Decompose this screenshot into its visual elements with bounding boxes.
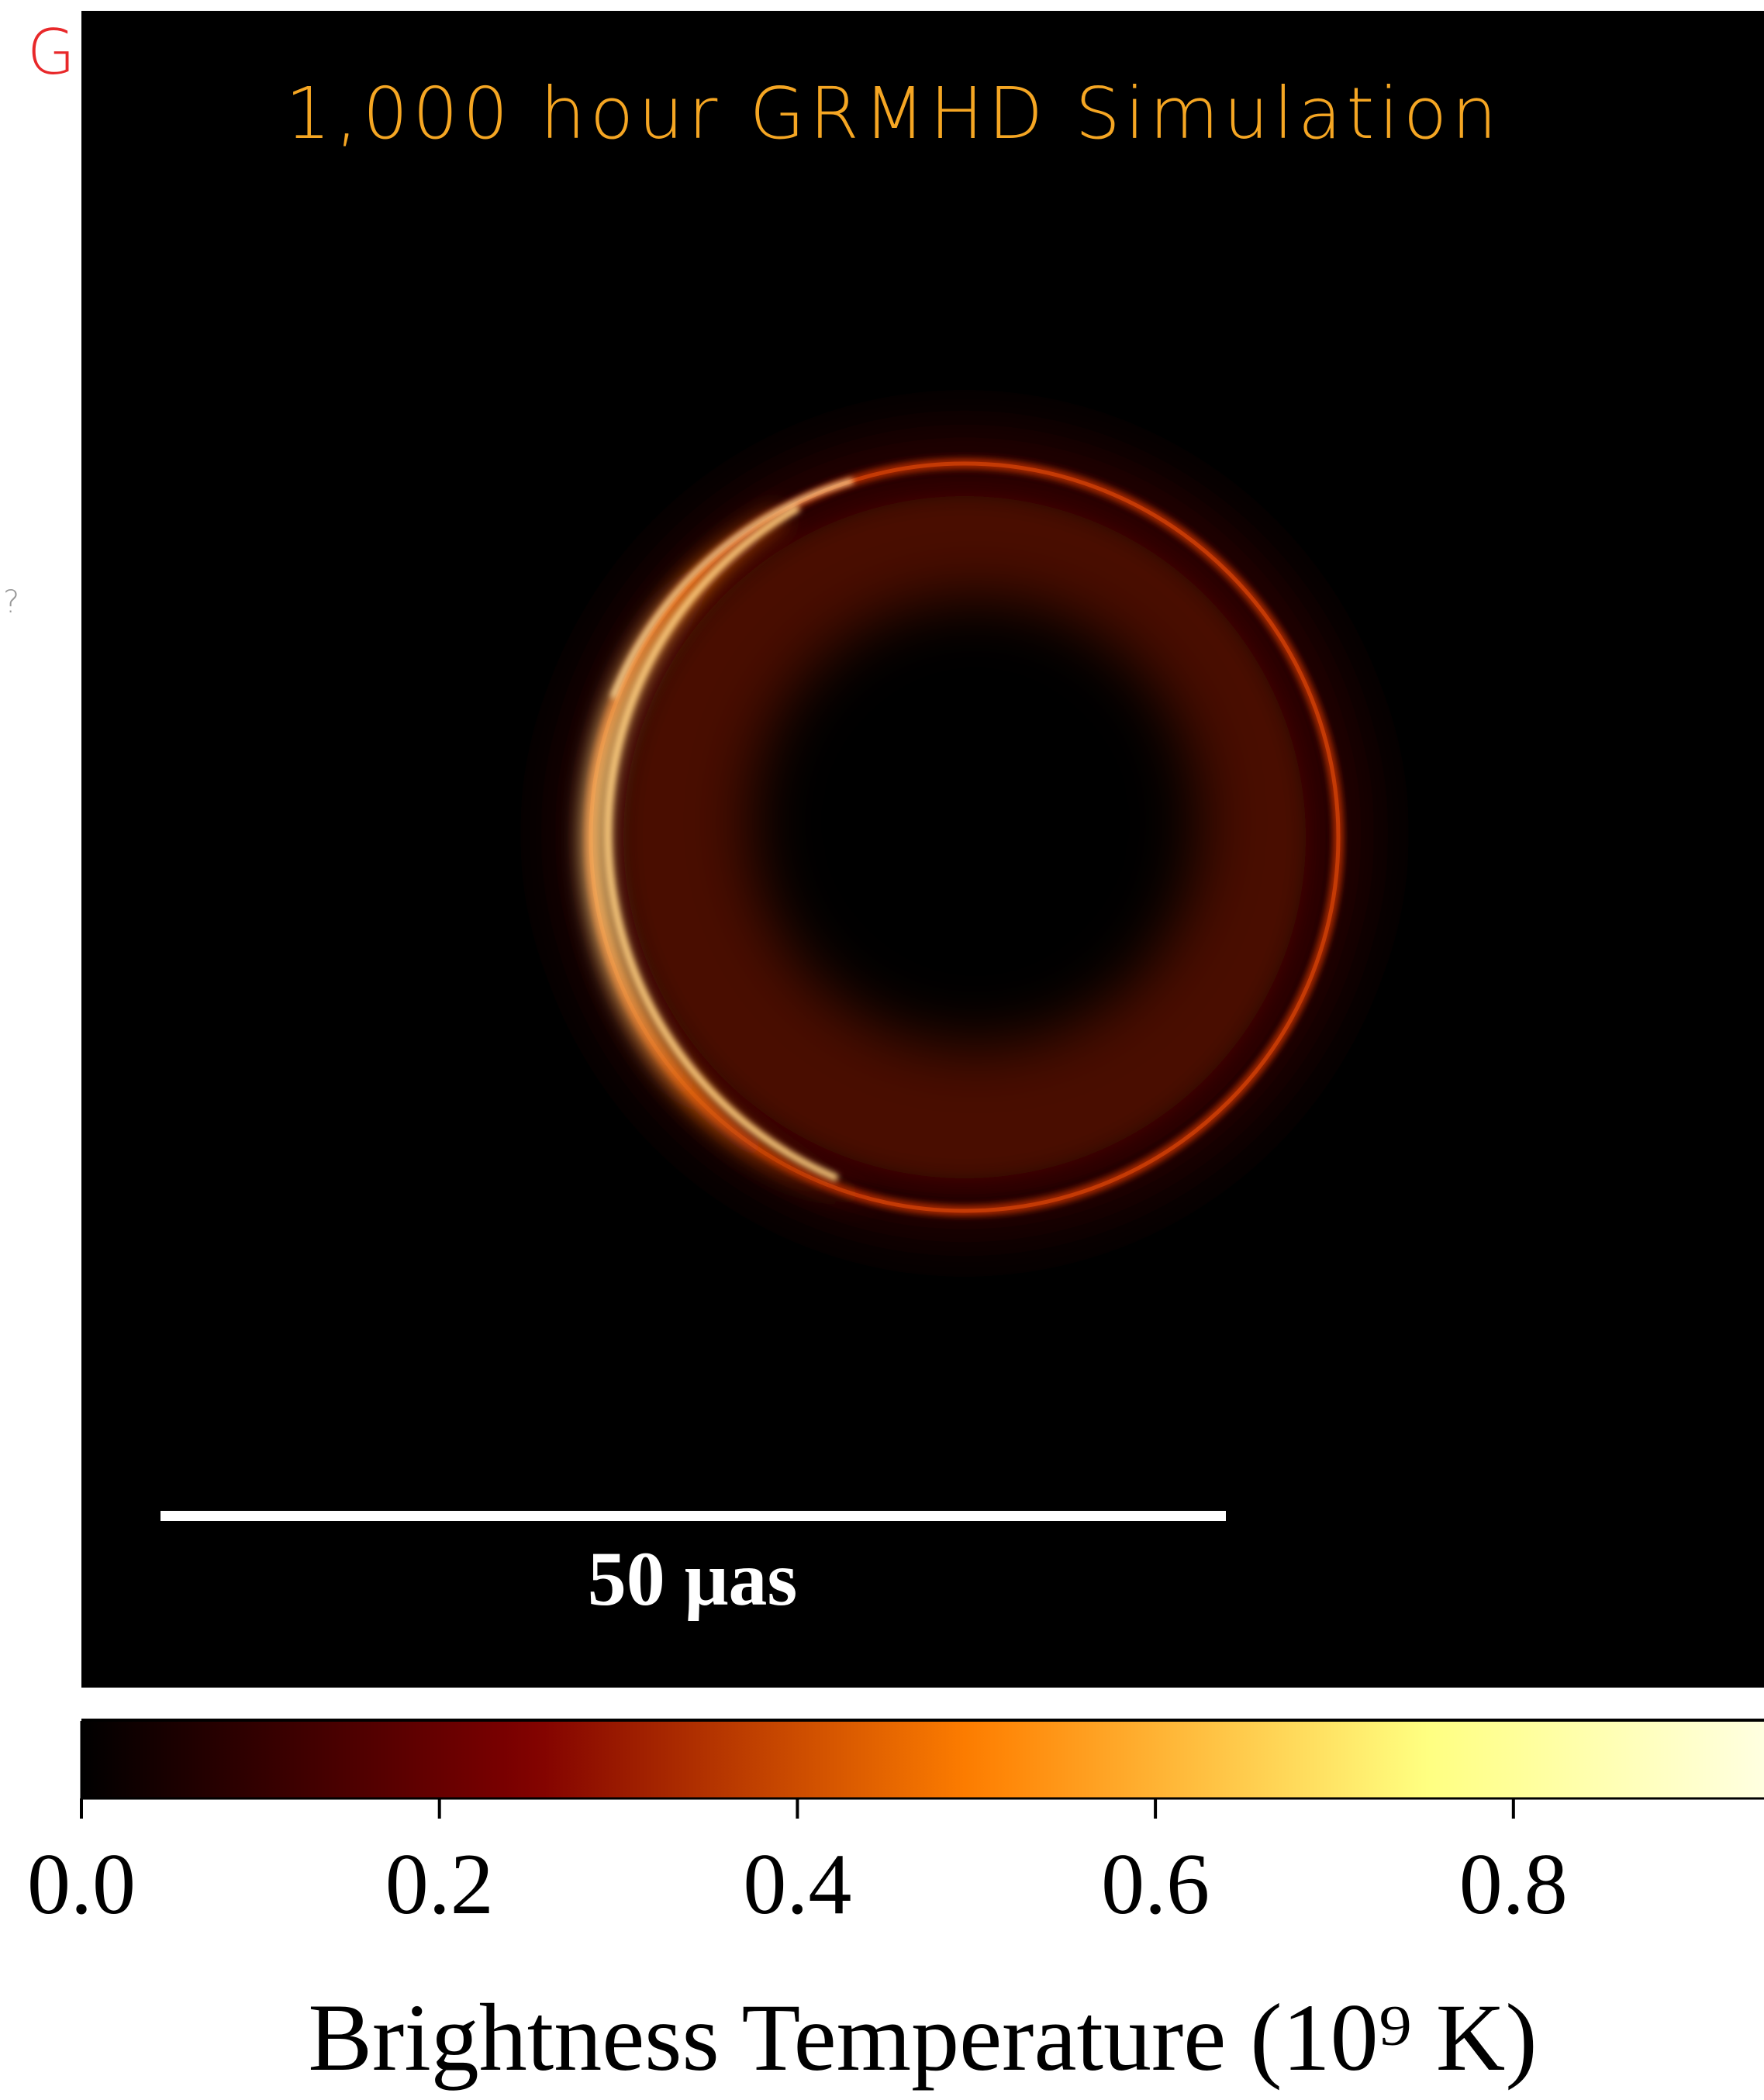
colorbar-tick-label: 0.2 <box>385 1836 494 1933</box>
colorbar-tick-label: 0.4 <box>743 1836 851 1933</box>
figure: G ? 1,000 hour GRMHD Simulation 50 μas B… <box>0 0 1764 2100</box>
simulation-image <box>81 11 1764 1688</box>
colorbar-tick-label: 0.6 <box>1101 1836 1210 1933</box>
colorbar-tick-label: 0.8 <box>1459 1836 1568 1933</box>
annotation: G <box>27 16 75 88</box>
colorbar-fill <box>81 1721 1764 1798</box>
colorbar <box>81 1720 1764 1798</box>
annotation: ? <box>3 584 19 620</box>
colorbar-tick-label: 0.0 <box>27 1836 136 1933</box>
scale-bar-label: 50 μas <box>588 1536 798 1622</box>
scale-bar <box>161 1511 1226 1521</box>
title: 1,000 hour GRMHD Simulation <box>285 72 1502 155</box>
colorbar-label: Brightness Temperature (10⁹ K) <box>308 1984 1537 2091</box>
